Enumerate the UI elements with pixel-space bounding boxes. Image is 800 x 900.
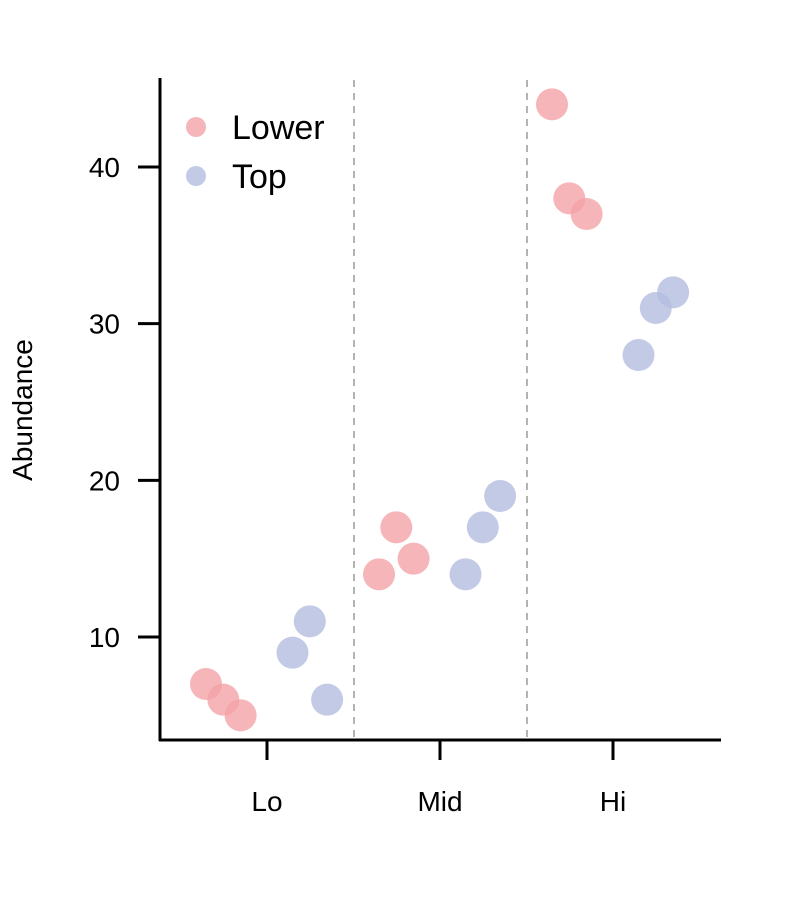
legend-label-top: Top bbox=[232, 158, 287, 196]
x-tick-label-lo: Lo bbox=[251, 786, 282, 817]
point-lower-mid bbox=[363, 558, 395, 591]
legend-marker-lower bbox=[186, 117, 206, 137]
point-top-hi bbox=[657, 276, 690, 309]
point-lower-mid bbox=[397, 542, 430, 575]
point-lower-hi bbox=[536, 88, 568, 121]
point-lower-hi bbox=[570, 198, 603, 230]
y-tick-label-20: 20 bbox=[89, 465, 120, 496]
x-tick-label-hi: Hi bbox=[600, 786, 626, 817]
point-top-lo bbox=[276, 636, 309, 669]
point-top-lo bbox=[293, 605, 326, 638]
x-axis-ticks: Lo Mid Hi bbox=[251, 740, 626, 817]
point-top-mid bbox=[449, 558, 482, 591]
group-dividers bbox=[353, 80, 528, 740]
y-axis-ticks: 10 20 30 40 bbox=[89, 152, 160, 653]
y-tick-label-30: 30 bbox=[89, 309, 120, 340]
y-axis-title: Abundance bbox=[7, 339, 38, 481]
x-tick-label-mid: Mid bbox=[417, 786, 462, 817]
point-top-lo bbox=[311, 683, 344, 716]
point-top-mid bbox=[466, 511, 499, 544]
point-lower-mid bbox=[380, 511, 413, 544]
legend-label-lower: Lower bbox=[232, 109, 325, 147]
y-tick-label-10: 10 bbox=[89, 622, 120, 653]
point-lower-lo bbox=[224, 699, 257, 732]
legend: Lower Top bbox=[186, 109, 325, 196]
point-top-hi bbox=[622, 339, 655, 371]
data-points bbox=[190, 88, 690, 732]
y-tick-label-40: 40 bbox=[89, 152, 120, 183]
point-top-mid bbox=[484, 480, 517, 512]
legend-marker-top bbox=[186, 166, 206, 186]
